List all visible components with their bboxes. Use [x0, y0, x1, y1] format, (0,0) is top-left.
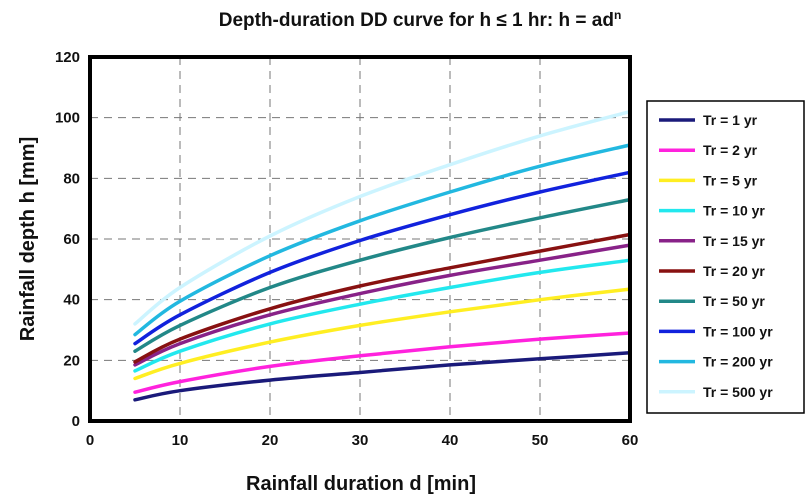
x-tick-label: 40: [442, 432, 459, 449]
series-line: [133, 170, 632, 346]
series-line: [133, 287, 632, 381]
legend-label: Tr = 10 yr: [703, 203, 765, 219]
legend-label: Tr = 200 yr: [703, 354, 773, 370]
x-tick-label: 30: [352, 432, 369, 449]
chart-title: Depth-duration DD curve for h ≤ 1 hr: h …: [219, 8, 622, 31]
x-tick-label: 10: [172, 432, 189, 449]
x-tick-label: 60: [622, 432, 639, 449]
y-tick-label: 120: [55, 49, 80, 66]
y-axis-label: Rainfall depth h [mm]: [17, 137, 39, 341]
y-tick-label: 100: [55, 110, 80, 127]
series-line: [133, 258, 632, 373]
series-layer: [133, 109, 632, 402]
legend-label: Tr = 20 yr: [703, 263, 765, 279]
plot-frame: [88, 55, 632, 423]
x-tick-label: 20: [262, 432, 279, 449]
tick-layer: 0 10 20 30 40 50 60 0 20 40 60 80 100 120: [55, 49, 638, 449]
legend-label: Tr = 100 yr: [703, 323, 773, 339]
legend-label: Tr = 50 yr: [703, 293, 765, 309]
y-tick-label: 80: [63, 170, 80, 187]
y-tick-label: 60: [63, 231, 80, 248]
chart-title-superscript: n: [614, 8, 621, 22]
y-tick-label: 0: [72, 413, 80, 430]
legend-label: Tr = 5 yr: [703, 172, 758, 188]
series-line: [133, 331, 632, 394]
legend-label: Tr = 1 yr: [703, 112, 758, 128]
series-line: [133, 351, 632, 402]
series-line: [133, 109, 632, 326]
chart-title-text: Depth-duration DD curve for h ≤ 1 hr: h …: [219, 10, 614, 31]
series-line: [133, 232, 632, 364]
x-axis-label: Rainfall duration d [min]: [246, 473, 476, 495]
y-tick-label: 20: [63, 352, 80, 369]
y-tick-label: 40: [63, 292, 80, 309]
series-line: [133, 143, 632, 337]
legend-label: Tr = 500 yr: [703, 384, 773, 400]
legend-label: Tr = 2 yr: [703, 142, 758, 158]
legend: Tr = 1 yr Tr = 2 yr Tr = 5 yr Tr = 10 yr Tr …: [646, 100, 805, 414]
series-line: [133, 243, 632, 367]
x-tick-label: 0: [86, 432, 94, 449]
series-line: [133, 197, 632, 353]
x-tick-label: 50: [532, 432, 549, 449]
legend-label: Tr = 15 yr: [703, 233, 765, 249]
